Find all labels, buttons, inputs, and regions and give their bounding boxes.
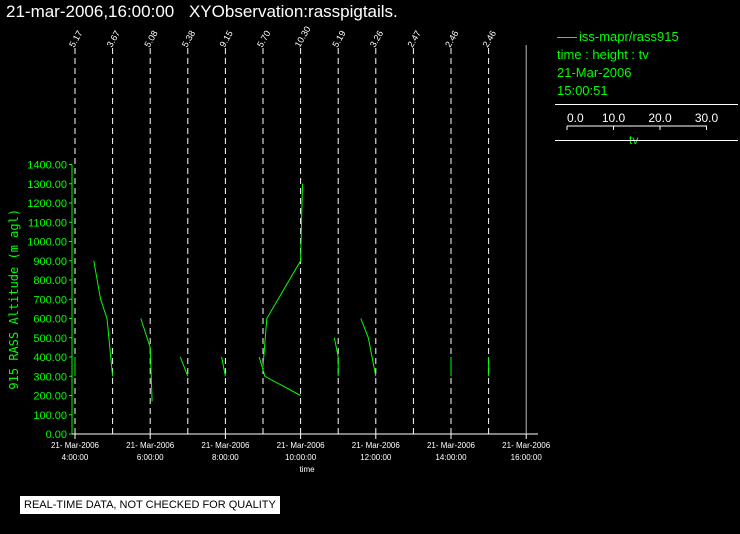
legend-scale-tick-label: 0.0 [567, 111, 584, 125]
y-tick-label: 600.00 [33, 314, 67, 326]
y-tick-label: 0.00 [46, 429, 67, 441]
profile-value-label: 5.19 [330, 29, 347, 49]
y-tick-label: 1300.00 [27, 179, 67, 191]
profile-trace [93, 260, 114, 377]
profile-value-label: 5.38 [180, 29, 197, 49]
legend-time: 15:00:51 [557, 83, 608, 98]
x-tick-date: 21- Mar-2006 [126, 441, 175, 450]
profile-value-label: 2.47 [405, 29, 422, 49]
x-axis-label: time [299, 465, 315, 474]
profile-value-label: 5.17 [67, 29, 84, 49]
y-tick-label: 1200.00 [27, 198, 67, 210]
profile-trace [360, 318, 377, 377]
x-tick-time: 16:00:00 [511, 453, 543, 462]
x-tick-date: 21- Mar-2006 [427, 441, 476, 450]
profile-value-label: 9.15 [217, 29, 234, 49]
x-tick-date: 21- Mar-2006 [277, 441, 326, 450]
quality-note: REAL-TIME DATA, NOT CHECKED FOR QUALITY [20, 496, 280, 514]
legend-scale-tick-label: 20.0 [648, 111, 672, 125]
y-tick-label: 800.00 [33, 275, 67, 287]
profile-value-label: 10.30 [293, 24, 313, 49]
x-tick-date: 21- Mar-2006 [51, 441, 100, 450]
legend-divider-bottom [555, 140, 738, 141]
y-axis-label: 915 RASS Altitude (m agl) [7, 209, 21, 390]
x-tick-time: 10:00:00 [285, 453, 317, 462]
title-datetime: 21-mar-2006,16:00:00 [6, 2, 175, 21]
y-tick-label: 300.00 [33, 371, 67, 383]
y-tick-label: 1400.00 [27, 160, 67, 172]
legend-line-swatch [557, 37, 577, 39]
legend-date: 21-Mar-2006 [557, 65, 632, 80]
legend-axes: time : height : tv [557, 47, 649, 62]
profile-value-label: 3.67 [105, 29, 122, 49]
profile-value-label: 5.70 [255, 29, 272, 49]
legend-series: iss-mapr/rass915 [557, 28, 679, 46]
profile-value-label: 3.26 [368, 29, 385, 49]
legend-scale-tick-label: 30.0 [695, 111, 719, 125]
x-tick-date: 21- Mar-2006 [502, 441, 551, 450]
y-tick-label: 200.00 [33, 391, 67, 403]
y-tick-label: 500.00 [33, 333, 67, 345]
profile-trace [140, 318, 153, 402]
profile-value-label: 2.46 [443, 29, 460, 49]
y-tick-label: 400.00 [33, 352, 67, 364]
legend-series-label: iss-mapr/rass915 [579, 29, 679, 44]
legend-scale: 0.0 10.0 20.0 30.0 [566, 111, 719, 130]
profile-trace [258, 356, 301, 396]
x-tick-date: 21- Mar-2006 [352, 441, 401, 450]
x-tick-time: 6:00:00 [137, 453, 164, 462]
profile-trace [333, 337, 339, 377]
legend-panel: iss-mapr/rass915 time : height : tv 21-M… [555, 28, 738, 147]
x-tick-time: 4:00:00 [62, 453, 89, 462]
x-tick-date: 21- Mar-2006 [201, 441, 250, 450]
y-tick-label: 1100.00 [28, 217, 67, 229]
y-tick-label: 900.00 [33, 256, 67, 268]
legend-divider-top [555, 104, 738, 105]
profile-trace [179, 356, 189, 377]
y-tick-label: 700.00 [33, 294, 67, 306]
y-tick-label: 100.00 [33, 410, 67, 422]
x-tick-time: 14:00:00 [435, 453, 467, 462]
legend-scale-tick-label: 10.0 [602, 111, 626, 125]
profile-trace [262, 183, 303, 367]
title-observation: XYObservation:rasspigtails. [188, 2, 398, 21]
chart-title: 21-mar-2006,16:00:00 XYObservation:rassp… [6, 2, 398, 22]
profile-trace [221, 356, 226, 377]
profile-value-label: 2.46 [481, 29, 498, 49]
y-tick-label: 1000.00 [27, 237, 67, 249]
x-tick-time: 12:00:00 [360, 453, 392, 462]
profile-value-label: 5.08 [142, 29, 159, 49]
x-tick-time: 8:00:00 [212, 453, 239, 462]
